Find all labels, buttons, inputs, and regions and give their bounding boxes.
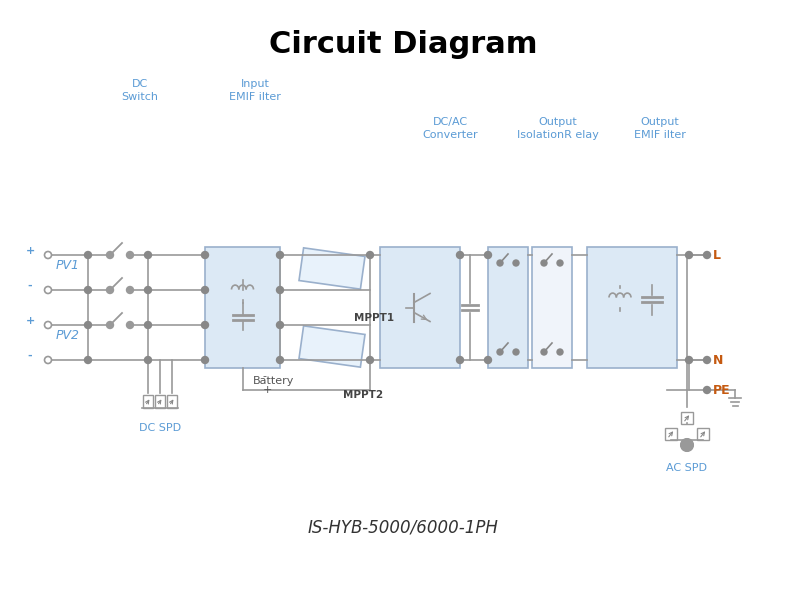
Text: L: L bbox=[713, 249, 721, 261]
Circle shape bbox=[144, 321, 152, 328]
Bar bbox=[697, 428, 709, 440]
Circle shape bbox=[484, 356, 491, 364]
Bar bbox=[205, 247, 280, 368]
Circle shape bbox=[497, 349, 503, 355]
Circle shape bbox=[704, 387, 710, 393]
Circle shape bbox=[202, 287, 208, 293]
Circle shape bbox=[85, 356, 91, 364]
Text: N: N bbox=[713, 353, 723, 367]
Circle shape bbox=[202, 252, 208, 258]
Text: +: + bbox=[25, 316, 35, 326]
Circle shape bbox=[685, 252, 692, 258]
Text: -: - bbox=[27, 281, 32, 291]
Circle shape bbox=[127, 252, 133, 258]
Circle shape bbox=[85, 252, 91, 258]
Circle shape bbox=[541, 349, 547, 355]
Circle shape bbox=[497, 260, 503, 266]
Circle shape bbox=[202, 321, 208, 328]
Text: MPPT1: MPPT1 bbox=[354, 313, 395, 323]
Text: AC SPD: AC SPD bbox=[667, 463, 708, 473]
Circle shape bbox=[513, 349, 519, 355]
Circle shape bbox=[127, 287, 133, 293]
Circle shape bbox=[277, 321, 283, 328]
Text: -: - bbox=[27, 351, 32, 361]
Text: Output
EMIF ilter: Output EMIF ilter bbox=[634, 117, 686, 140]
Bar bbox=[299, 248, 365, 289]
Circle shape bbox=[457, 252, 463, 258]
Circle shape bbox=[277, 252, 283, 258]
Text: +: + bbox=[25, 246, 35, 256]
Text: +: + bbox=[262, 385, 272, 395]
Circle shape bbox=[681, 439, 693, 451]
Circle shape bbox=[277, 356, 283, 364]
Text: Output
IsolationR elay: Output IsolationR elay bbox=[517, 117, 599, 140]
Bar bbox=[380, 247, 460, 368]
Text: -: - bbox=[262, 371, 266, 381]
Circle shape bbox=[366, 252, 374, 258]
Circle shape bbox=[541, 260, 547, 266]
Text: MPPT2: MPPT2 bbox=[343, 390, 383, 400]
Bar bbox=[532, 247, 572, 368]
Circle shape bbox=[704, 356, 710, 364]
Circle shape bbox=[277, 287, 283, 293]
Text: Circuit Diagram: Circuit Diagram bbox=[269, 30, 537, 59]
Circle shape bbox=[366, 356, 374, 364]
Bar bbox=[681, 412, 693, 424]
Circle shape bbox=[202, 356, 208, 364]
Bar bbox=[665, 428, 677, 440]
Text: DC SPD: DC SPD bbox=[139, 423, 181, 433]
Circle shape bbox=[127, 321, 133, 328]
Circle shape bbox=[513, 260, 519, 266]
Text: PE: PE bbox=[713, 384, 730, 396]
Text: DC
Switch: DC Switch bbox=[122, 79, 158, 102]
Circle shape bbox=[107, 287, 114, 293]
Circle shape bbox=[85, 287, 91, 293]
Bar bbox=[143, 395, 153, 408]
Text: DC/AC
Converter: DC/AC Converter bbox=[422, 117, 478, 140]
Circle shape bbox=[685, 356, 692, 364]
Circle shape bbox=[484, 252, 491, 258]
Circle shape bbox=[107, 321, 114, 328]
Circle shape bbox=[144, 287, 152, 293]
Bar bbox=[155, 395, 165, 408]
Bar bbox=[488, 247, 528, 368]
Bar bbox=[587, 247, 677, 368]
Circle shape bbox=[557, 349, 563, 355]
Text: Input
EMIF ilter: Input EMIF ilter bbox=[229, 79, 281, 102]
Circle shape bbox=[144, 356, 152, 364]
Text: PV2: PV2 bbox=[56, 328, 80, 342]
Circle shape bbox=[107, 252, 114, 258]
Text: IS-HYB-5000/6000-1PH: IS-HYB-5000/6000-1PH bbox=[307, 518, 499, 536]
Circle shape bbox=[144, 252, 152, 258]
Bar bbox=[299, 326, 365, 367]
Text: Battery: Battery bbox=[253, 376, 294, 386]
Bar bbox=[167, 395, 177, 408]
Circle shape bbox=[557, 260, 563, 266]
Circle shape bbox=[85, 321, 91, 328]
Circle shape bbox=[704, 252, 710, 258]
Text: PV1: PV1 bbox=[56, 258, 80, 271]
Circle shape bbox=[457, 356, 463, 364]
